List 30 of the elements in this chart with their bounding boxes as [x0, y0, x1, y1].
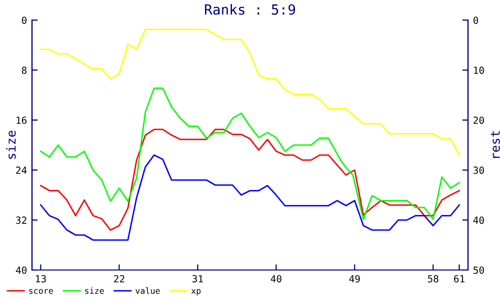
y2-tick-label: 40: [473, 216, 484, 224]
x-tick-label: 31: [192, 275, 203, 282]
y-tick-label: 16: [16, 116, 27, 124]
x-tick-label: 61: [454, 275, 464, 282]
legend-label: size: [85, 287, 104, 294]
x-tick-label: 49: [349, 275, 360, 282]
chart-title: Ranks : 5:9: [204, 4, 296, 15]
x-tick-label: 13: [36, 275, 46, 282]
x-tick-label: 22: [114, 275, 124, 282]
x-tick-label: 40: [270, 275, 282, 282]
y-tick-label: 0: [22, 16, 27, 24]
legend-label: value: [136, 287, 160, 294]
y2-tick-label: 20: [474, 116, 484, 124]
line-series: [40, 28, 460, 156]
legend-label: score: [29, 289, 53, 294]
y-axis-title: size: [6, 130, 16, 159]
y-tick-label: 40: [16, 266, 27, 274]
y2-tick-label: 10: [474, 66, 484, 74]
y2-tick-label: 30: [474, 166, 484, 174]
line-series: [40, 88, 460, 220]
line-series: [40, 128, 460, 231]
y2-tick-label: 50: [474, 266, 484, 274]
line-series: [40, 154, 460, 241]
y-tick-label: 32: [16, 216, 26, 224]
y-tick-label: 8: [22, 66, 27, 74]
y2-axis-title: rest: [490, 131, 500, 158]
y-tick-label: 24: [16, 166, 27, 174]
legend-label: xp: [191, 289, 201, 296]
y2-tick-label: 0: [473, 16, 478, 24]
x-tick-label: 58: [428, 275, 438, 282]
